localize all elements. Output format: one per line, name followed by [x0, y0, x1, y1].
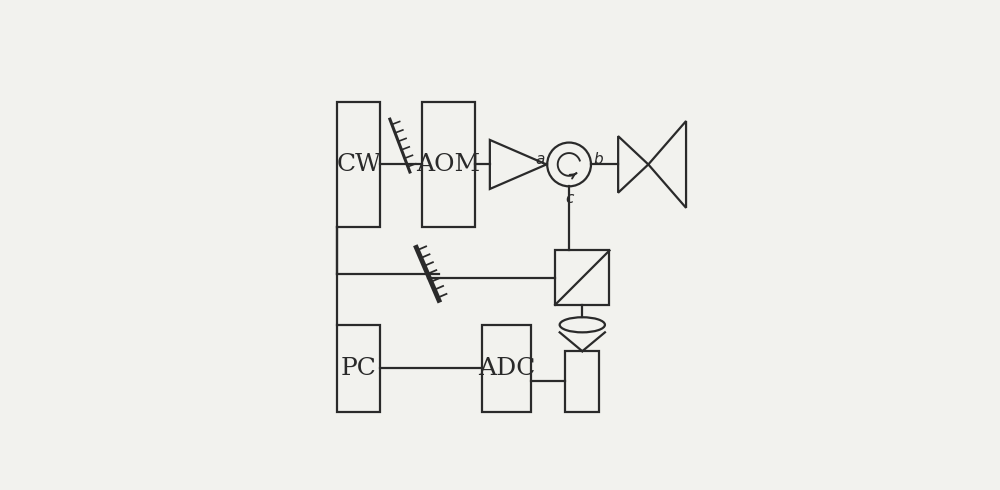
Bar [482, 325, 531, 412]
Text: CW: CW [336, 153, 381, 176]
Text: a: a [535, 152, 545, 168]
Bar [555, 250, 609, 305]
Text: c: c [566, 191, 574, 206]
Text: AOM: AOM [416, 153, 480, 176]
Bar [337, 102, 380, 227]
Bar [565, 351, 599, 412]
Text: PC: PC [341, 357, 377, 380]
Bar [337, 325, 380, 412]
Bar [422, 102, 475, 227]
Text: b: b [594, 152, 603, 168]
Text: ADC: ADC [478, 357, 536, 380]
